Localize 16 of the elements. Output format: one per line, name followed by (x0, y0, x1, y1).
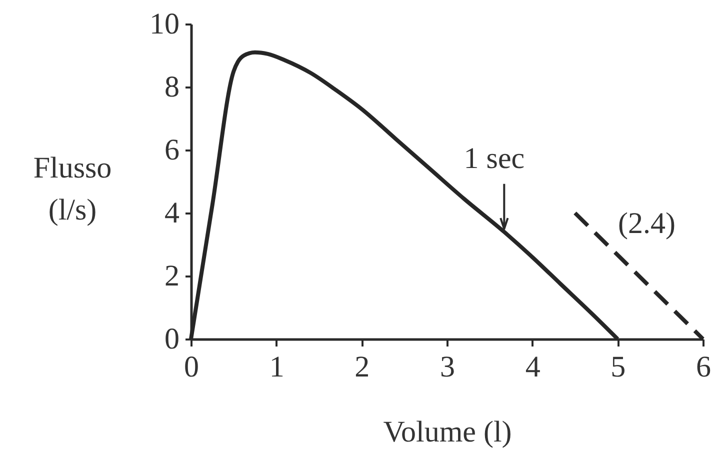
y-tick-label: 8 (164, 70, 180, 104)
x-tick-label: 3 (440, 350, 455, 384)
x-tick-label: 2 (354, 350, 370, 384)
y-tick-label: 2 (164, 260, 180, 292)
y-tick-label: 4 (164, 196, 180, 230)
x-axis-title: Volume (l) (383, 416, 512, 448)
x-tick-label: 5 (610, 350, 626, 384)
x-tick-label: 6 (696, 350, 711, 384)
y-tick-label: 6 (164, 134, 180, 166)
y-axis-title: Flusso (l/s) (33, 152, 112, 226)
series-label: (2.4) (618, 207, 676, 240)
x-tick-label: 1 (269, 350, 284, 384)
annotation: 1 sec (464, 142, 525, 175)
y-tick-label: 10 (150, 8, 180, 40)
x-tick-label: 4 (525, 350, 540, 384)
y-tick-label: 0 (164, 322, 180, 356)
